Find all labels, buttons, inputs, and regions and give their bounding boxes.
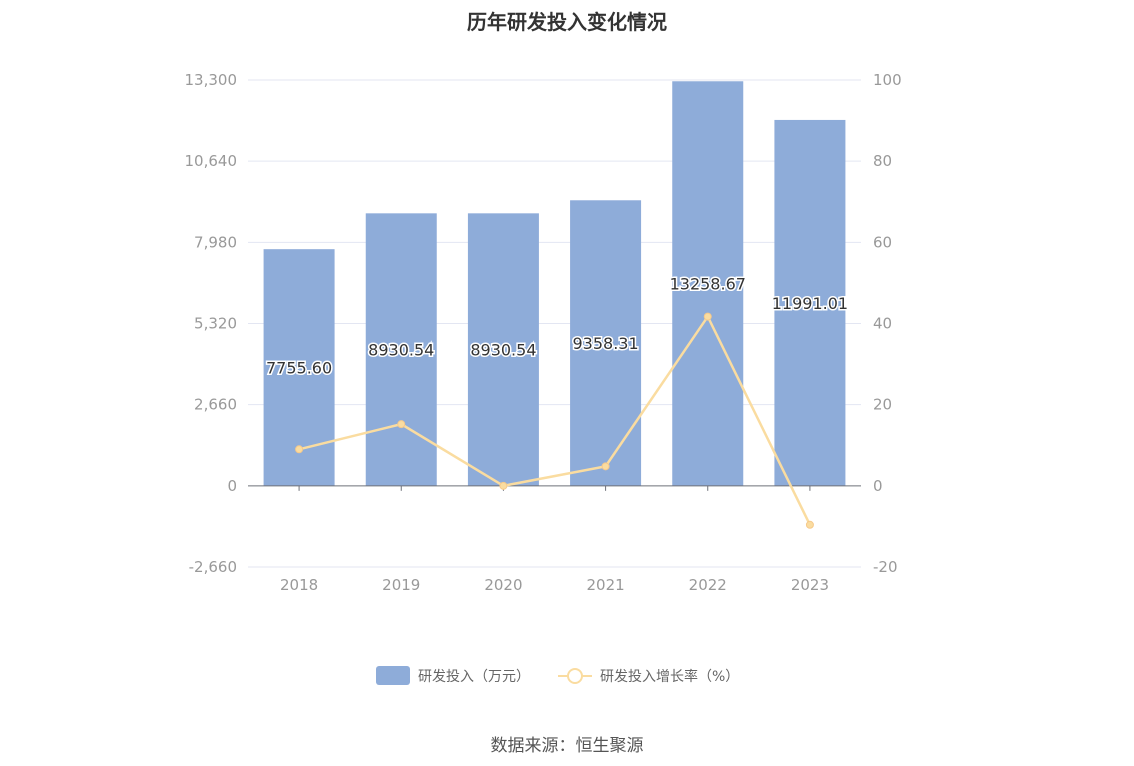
x-tick-label: 2019 [382, 576, 420, 594]
y-left-tick-label: 2,660 [194, 396, 237, 414]
y-right-tick-label: 40 [873, 315, 892, 333]
bar-value-label: 9358.31 [572, 334, 638, 353]
grid-lines [248, 79, 861, 568]
growth-rate-point[interactable] [295, 445, 304, 454]
data-source-note: 数据来源：恒生聚源 [490, 736, 644, 756]
bar-value-label: 11991.01 [772, 294, 848, 313]
bar[interactable] [774, 119, 846, 486]
legend-bar-swatch[interactable] [376, 666, 410, 685]
y-right-tick-label: 20 [873, 396, 892, 414]
legend-line-label[interactable]: 研发投入增长率（%） [600, 668, 739, 685]
x-tick-label: 2020 [484, 576, 522, 594]
bar[interactable] [467, 213, 539, 486]
x-tick-label: 2018 [280, 576, 318, 594]
growth-rate-point[interactable] [703, 312, 712, 321]
growth-rate-point[interactable] [805, 520, 814, 529]
bar-value-label: 8930.54 [470, 341, 536, 360]
bar-value-label: 7755.60 [266, 359, 332, 378]
y-left-tick-label: 5,320 [194, 315, 237, 333]
bar-series [263, 81, 846, 486]
x-tick-label: 2021 [586, 576, 624, 594]
bar-labels: 7755.60 8930.54 8930.54 9358.31 13258.67 1199… [264, 273, 849, 379]
y-left-tick-label: 7,980 [194, 233, 237, 251]
y-left-tick-label: -2,660 [189, 558, 237, 576]
legend-bar-label[interactable]: 研发投入（万元） [418, 669, 530, 685]
x-tick-label: 2023 [791, 576, 829, 594]
y-left-tick-label: 0 [227, 477, 237, 495]
growth-rate-point[interactable] [601, 462, 610, 471]
legend[interactable]: 研发投入（万元） 研发投入增长率（%） [376, 666, 739, 685]
bar[interactable] [570, 200, 642, 486]
y-left-tick-label: 13,300 [185, 71, 238, 89]
growth-rate-line [298, 314, 812, 526]
y-right-tick-label: 0 [873, 477, 883, 495]
growth-rate-point[interactable] [499, 481, 508, 490]
legend-line-marker[interactable] [567, 668, 583, 684]
bar[interactable] [672, 81, 744, 486]
line-series [295, 312, 814, 529]
y-right-tick-label: 100 [873, 71, 902, 89]
axes: -2,660 0 2,660 5,320 7,980 10,640 13,300 -20 0 20… [185, 71, 902, 594]
chart-title: 历年研发投入变化情况 [467, 10, 667, 34]
y-right-tick-label: 60 [873, 233, 892, 251]
x-tick-label: 2022 [689, 576, 727, 594]
y-right-tick-label: 80 [873, 152, 892, 170]
growth-rate-point[interactable] [397, 420, 406, 429]
bar[interactable] [365, 213, 437, 486]
bar-value-label: 13258.67 [670, 275, 746, 294]
y-right-tick-label: -20 [873, 558, 898, 576]
bar-value-label: 8930.54 [368, 341, 434, 360]
y-left-tick-label: 10,640 [185, 152, 238, 170]
